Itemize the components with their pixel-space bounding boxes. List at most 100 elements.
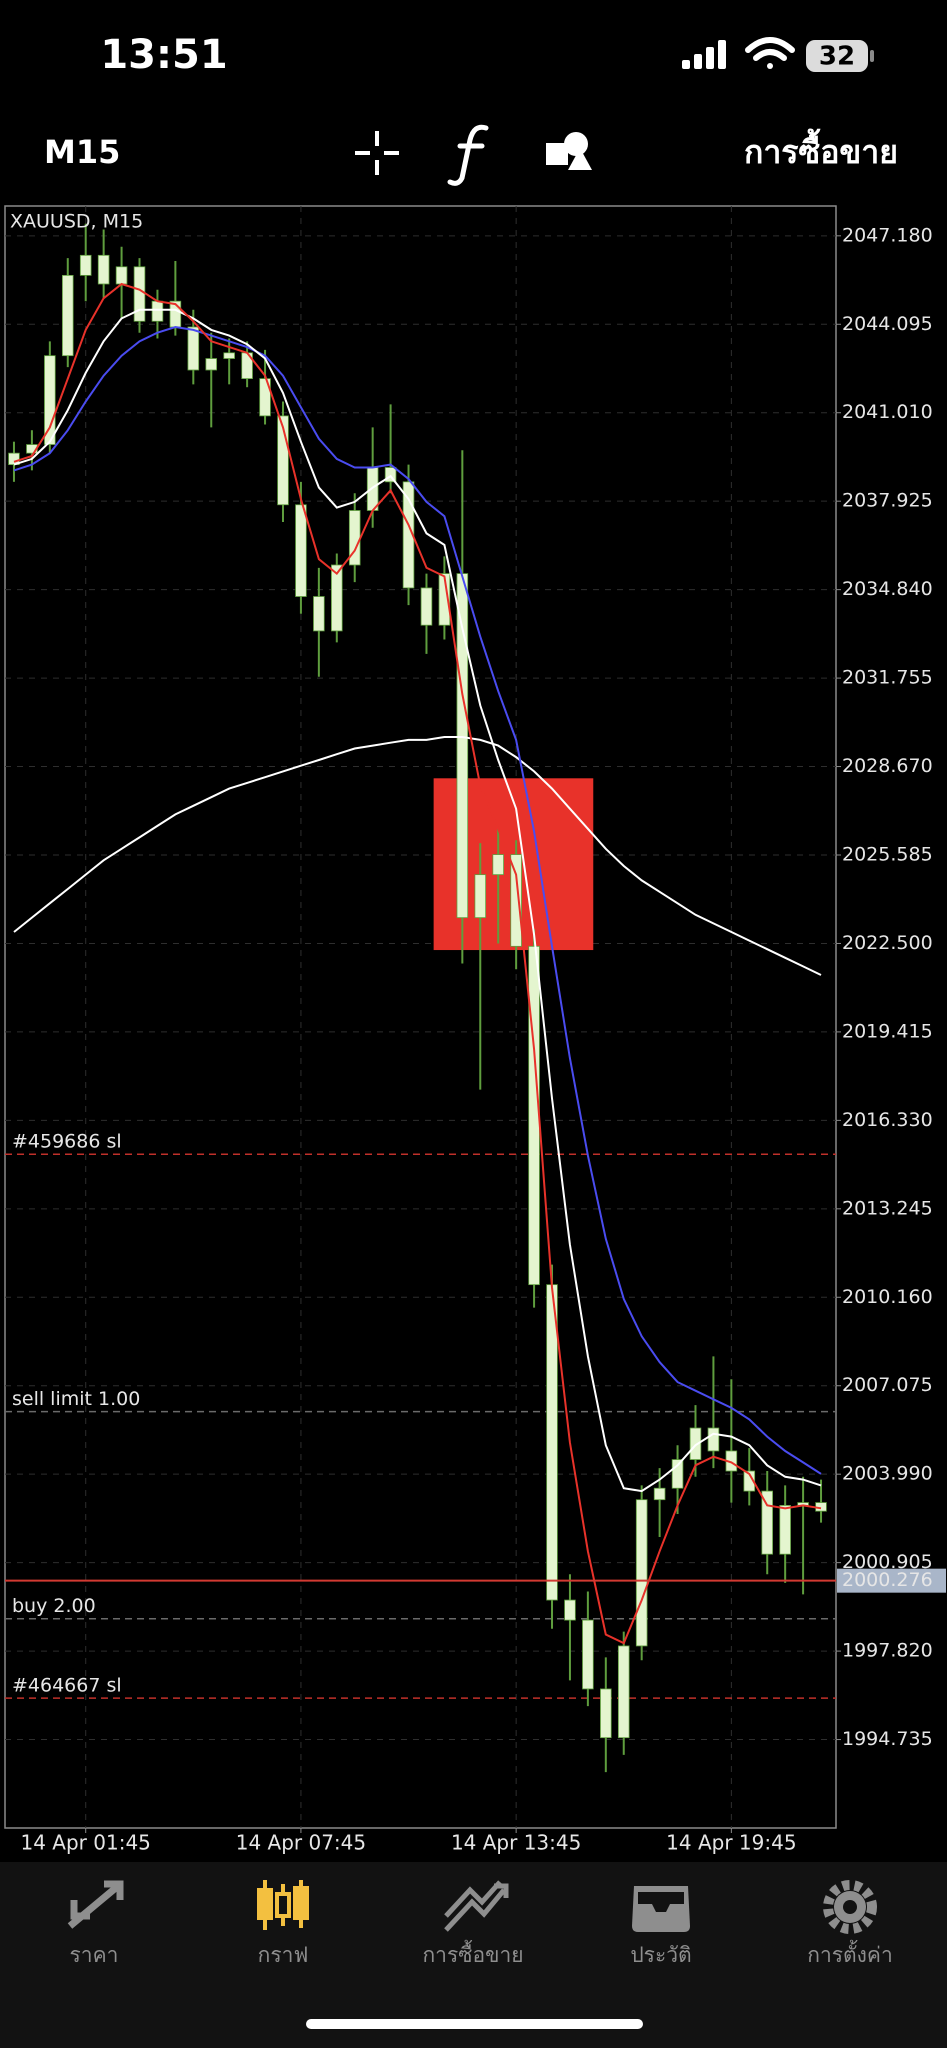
y-tick-label: 2013.245	[842, 1197, 933, 1219]
candle-body	[420, 587, 433, 626]
candle-body	[528, 945, 540, 1286]
candle-body	[187, 326, 200, 371]
y-tick-label: 2022.500	[842, 932, 933, 954]
nav-label[interactable]: การตั้งค่า	[807, 1940, 893, 1967]
trade-button[interactable]: การซื้อขาย	[744, 128, 898, 171]
y-tick-label: 2031.755	[842, 667, 933, 689]
order-label: #464667 sl	[12, 1675, 122, 1697]
candle-body	[510, 854, 522, 947]
candle-body	[438, 573, 451, 626]
y-tick-label: 1994.735	[842, 1728, 933, 1750]
y-tick-label: 2044.095	[842, 313, 933, 335]
home-indicator	[306, 2019, 643, 2029]
status-time: 13:51	[100, 32, 227, 78]
objects-button[interactable]	[546, 132, 592, 170]
nav-quotes[interactable]	[67, 1880, 124, 1929]
nav-settings[interactable]	[823, 1880, 877, 1934]
candle-body	[582, 1619, 594, 1690]
nav-icon	[67, 1880, 124, 1929]
timeframe-button[interactable]: M15	[44, 133, 120, 171]
order-label: #459686 sl	[12, 1131, 122, 1153]
y-tick-label: 2025.585	[842, 844, 933, 866]
chart: 2047.180 2044.095 2041.010 2037.925 2034.840…	[4, 205, 946, 1855]
y-tick-label: 2019.415	[842, 1020, 933, 1042]
current-price-label: 2000.276	[842, 1569, 933, 1591]
y-tick-label: 2010.160	[842, 1286, 933, 1308]
x-tick-label: 14 Apr 19:45	[666, 1831, 796, 1855]
plot-area	[5, 206, 836, 1828]
y-tick-label: 2000.905	[842, 1551, 933, 1573]
current-price-box	[837, 1568, 946, 1593]
candle-body	[653, 1487, 666, 1501]
battery-icon	[806, 40, 868, 72]
candle-body	[600, 1688, 612, 1739]
nav-icon	[444, 1880, 509, 1932]
candle-body	[223, 352, 235, 359]
candle-body	[44, 355, 56, 445]
y-tick-label: 2034.840	[842, 578, 933, 600]
candle-body	[295, 504, 307, 597]
candle-body	[384, 467, 397, 483]
candle-body	[617, 1645, 630, 1739]
candle-body	[8, 452, 20, 466]
x-tick-label: 14 Apr 13:45	[451, 1831, 581, 1855]
candle-body	[402, 481, 415, 589]
wifi-icon	[745, 37, 795, 69]
candle-body	[761, 1490, 774, 1555]
nav-chart[interactable]	[257, 1880, 309, 1930]
chart-symbol: XAUUSD, M15	[10, 211, 143, 233]
order-label: sell limit 1.00	[12, 1388, 140, 1410]
y-tick-label: 2047.180	[842, 224, 933, 246]
y-tick-label: 2037.925	[842, 490, 933, 512]
candle-body	[133, 266, 146, 322]
candle-body	[115, 266, 128, 285]
battery-cap	[870, 50, 874, 62]
candle-body	[689, 1427, 702, 1460]
candle-body	[564, 1599, 576, 1621]
nav-history[interactable]	[632, 1886, 690, 1932]
y-tick-label: 2041.010	[842, 401, 933, 423]
y-tick-label: 2003.990	[842, 1463, 933, 1485]
nav-label[interactable]: กราฟ	[258, 1943, 309, 1967]
nav-icon-cut	[638, 1892, 684, 1912]
x-tick-label: 14 Apr 01:45	[21, 1831, 151, 1855]
crosshair-button[interactable]	[355, 131, 399, 175]
indicators-button[interactable]	[447, 124, 489, 186]
chart-frame	[4, 205, 837, 1829]
nav-label[interactable]: ประวัติ	[630, 1943, 691, 1967]
candle-body	[779, 1505, 791, 1555]
candle-body	[671, 1459, 684, 1489]
y-tick-label: 2028.670	[842, 755, 933, 777]
battery-level: 32	[819, 42, 855, 72]
candle-body	[313, 596, 325, 632]
candle-body	[61, 274, 74, 357]
candle-body	[366, 467, 379, 511]
indicator-line	[13, 736, 822, 976]
nav-label[interactable]: การซื้อขาย	[422, 1940, 523, 1967]
nav-icon	[257, 1880, 309, 1930]
candle-body	[205, 358, 218, 371]
candle-body	[707, 1427, 720, 1452]
x-tick-label: 14 Apr 07:45	[236, 1831, 366, 1855]
indicator-line	[13, 282, 822, 1645]
candle-body	[474, 874, 487, 919]
nav-icon	[843, 1900, 857, 1914]
y-tick-label: 2016.330	[842, 1109, 933, 1131]
nav-icon	[823, 1880, 877, 1934]
y-tick-label: 1997.820	[842, 1640, 933, 1662]
order-label: buy 2.00	[12, 1595, 96, 1617]
candle-body	[79, 254, 92, 276]
candle-body	[492, 854, 504, 876]
nav-label[interactable]: ราคา	[70, 1943, 119, 1967]
nav-trade[interactable]	[444, 1880, 509, 1932]
candle-body	[277, 415, 289, 506]
y-tick-label: 2007.075	[842, 1374, 933, 1396]
candle-body	[151, 300, 164, 322]
candle-body	[635, 1499, 648, 1647]
signal-icon	[682, 40, 726, 69]
indicator-line	[13, 308, 822, 1493]
candle-body	[331, 564, 343, 632]
